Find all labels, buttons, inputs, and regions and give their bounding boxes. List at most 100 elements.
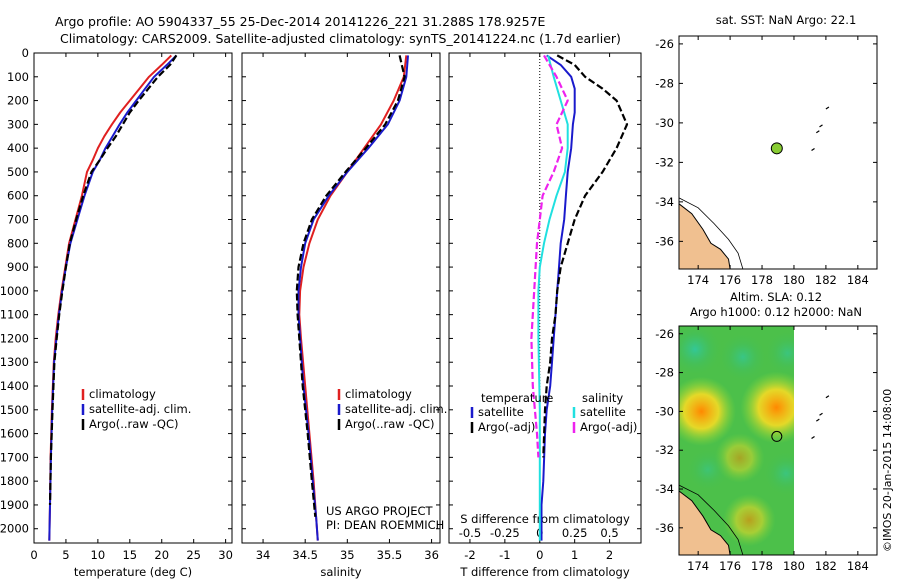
y-tick-label: -28: [655, 366, 674, 380]
x-tick-label: 174: [687, 273, 709, 287]
y-tick-label: 300: [7, 117, 29, 131]
imos-credit: ©IMOS 20-Jan-2015 14:08:00: [881, 389, 894, 552]
sla-anomaly-blob: [679, 326, 726, 380]
series-line-argo-raw-qc-: [295, 55, 406, 517]
legend-title-temperature: temperature: [481, 391, 553, 405]
sla-anomaly-blob: [682, 444, 733, 495]
y-tick-label: 500: [7, 165, 29, 179]
series-line-argo-adj-: [530, 54, 569, 458]
x-tick-label: 180: [783, 273, 805, 287]
plot-frame: [241, 52, 441, 544]
bathymetry-contour: [678, 484, 744, 556]
series-line-satellite-adj-clim-: [297, 55, 409, 541]
y-tick-label: -32: [655, 443, 674, 457]
legend-label: climatology: [345, 387, 412, 401]
legend-label: satellite-adj. clim.: [345, 402, 447, 416]
x-tick-label: 34.5: [292, 548, 318, 562]
y-tick-label: -36: [655, 521, 674, 535]
legend-label: climatology: [89, 387, 156, 401]
sst-map-panel: 174 176 178 180 182 184 -26 -28 -30 -32 -34 -36 sat.…: [655, 13, 878, 287]
island-mark: [811, 148, 815, 152]
plot-frame: [448, 52, 642, 544]
s-tick-label: 0.5: [600, 526, 618, 540]
sla-anomaly-blob: [759, 447, 794, 500]
x-tick-label: 34: [256, 548, 271, 562]
x-tick-label: 36: [424, 548, 439, 562]
y-tick-label: 600: [7, 189, 29, 203]
y-tick-label: 1900: [0, 498, 29, 512]
x-tick-label: 0: [536, 548, 543, 562]
x-tick-label: 184: [847, 559, 869, 573]
y-tick-label: 1800: [0, 474, 29, 488]
x-tick-label: 174: [687, 559, 709, 573]
x-tick-label: 0: [30, 548, 37, 562]
x-tick-label: 10: [91, 548, 106, 562]
x-tick-label: 176: [719, 273, 741, 287]
x-tick-label: 20: [154, 548, 169, 562]
map-title: sat. SST: NaN Argo: 22.1: [716, 13, 857, 27]
x-tick-label: 25: [186, 548, 201, 562]
series-line-argo-raw-qc-: [48, 54, 178, 505]
island-mark: [811, 436, 815, 440]
legend-label: Argo(-adj): [478, 420, 535, 434]
x-tick-label: 182: [815, 273, 837, 287]
island-mark: [819, 412, 823, 416]
island-mark: [819, 124, 823, 128]
figure-title-line2: Climatology: CARS2009. Satellite-adjuste…: [60, 31, 621, 46]
map-frame: [678, 35, 878, 270]
x-tick-label: 30: [218, 548, 233, 562]
y-tick-label: 1700: [0, 450, 29, 464]
map-title: Argo h1000: 0.12 h2000: NaN: [690, 305, 862, 319]
x-tick-label: -2: [464, 548, 475, 562]
x-tick-label: 1: [571, 548, 578, 562]
y-tick-label: 1600: [0, 427, 29, 441]
y-tick-label: 1300: [0, 355, 29, 369]
legend-label: satellite: [580, 405, 626, 419]
project-credit: US ARGO PROJECT: [326, 504, 434, 518]
y-tick-label: 1000: [0, 284, 29, 298]
y-tick-label: -34: [655, 482, 674, 496]
y-tick-label: 2000: [0, 522, 29, 536]
float-position-marker: [771, 430, 783, 442]
sla-map-panel: 174 176 178 180 182 184 -26 -28 -30 -32 -34 -36 Alti…: [655, 290, 878, 573]
y-tick-label: 200: [7, 94, 29, 108]
y-tick-label: -32: [655, 155, 674, 169]
legend-label: Argo(..raw -QC): [89, 417, 179, 431]
y-tick-label: -34: [655, 195, 674, 209]
s-tick-label: -0.25: [490, 526, 520, 540]
y-tick-label: 0: [22, 46, 29, 60]
sla-anomaly-blob: [740, 371, 794, 444]
s-tick-label: -0.5: [459, 526, 481, 540]
x-tick-label: 5: [62, 548, 69, 562]
legend-title-salinity: salinity: [582, 391, 623, 405]
island-mark: [815, 418, 820, 422]
y-tick-label: -36: [655, 234, 674, 248]
y-tick-label: 700: [7, 213, 29, 227]
y-tick-label: 1200: [0, 331, 29, 345]
island-mark: [815, 130, 820, 134]
y-tick-label: -26: [655, 327, 674, 341]
legend-label: Argo(..raw -QC): [345, 417, 435, 431]
temperature-panel: 0100200300400500600700800900100011001200…: [0, 46, 233, 579]
y-tick-label: 1100: [0, 308, 29, 322]
pi-credit: PI: DEAN ROEMMICH: [326, 518, 444, 532]
y-tick-label: -30: [655, 116, 674, 130]
y-tick-label: 800: [7, 236, 29, 250]
x-tick-label: 178: [751, 273, 773, 287]
salinity-panel: 34 34.5 35 35.5 36 salinity climatologysatelli…: [241, 52, 447, 579]
sla-anomaly-blob: [761, 326, 794, 380]
x-tick-label: 176: [719, 559, 741, 573]
legend-label: satellite-adj. clim.: [89, 402, 191, 416]
x-tick-label: -1: [499, 548, 510, 562]
difference-panel: -2 -1 0 1 2 T difference from climatology -0.5…: [448, 52, 642, 579]
x-axis-label: temperature (deg C): [74, 565, 192, 579]
x-tick-label: 15: [122, 548, 137, 562]
x-tick-label: 180: [783, 559, 805, 573]
x-axis-label: salinity: [320, 565, 361, 579]
legend-label: satellite: [478, 405, 524, 419]
island-mark: [825, 395, 830, 399]
x-tick-label: 184: [847, 273, 869, 287]
island-mark: [825, 106, 830, 110]
x-tick-label: 2: [606, 548, 613, 562]
